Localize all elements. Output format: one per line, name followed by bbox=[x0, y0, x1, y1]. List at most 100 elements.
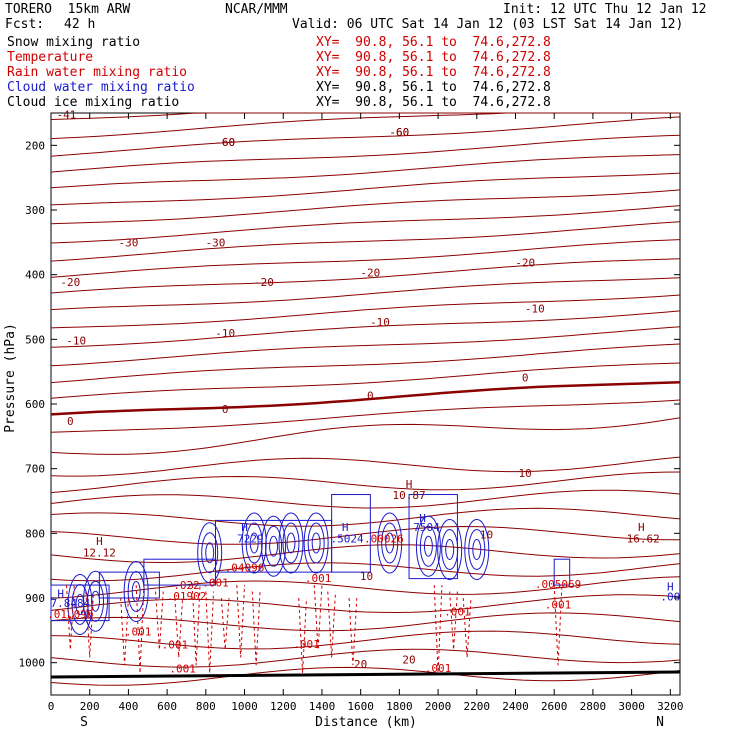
field-cloud-ice-xy: XY= 90.8, 56.1 to 74.6,272.8 bbox=[316, 95, 551, 110]
annotation-label: H bbox=[342, 521, 349, 534]
temperature-contours bbox=[50, 112, 681, 686]
isotherm-line bbox=[50, 154, 681, 189]
temperature-contour-label: 20 bbox=[402, 653, 415, 666]
isotherm-line bbox=[50, 239, 681, 278]
cloud-water-contour bbox=[245, 522, 263, 564]
cloud-water-contour bbox=[269, 535, 279, 557]
y-tick-label: 600 bbox=[25, 398, 45, 411]
x-tick-label: 200 bbox=[80, 700, 100, 713]
x-tick-label: 3200 bbox=[657, 700, 684, 713]
cloud-water-contour bbox=[205, 542, 215, 564]
rain-water-contour bbox=[220, 597, 230, 650]
cloud-water-contour bbox=[445, 539, 455, 560]
rain-water-contour bbox=[251, 591, 261, 666]
field-cloud-water-xy: XY= 90.8, 56.1 to 74.6,272.8 bbox=[316, 80, 551, 95]
left-endpoint-label: S bbox=[80, 715, 88, 730]
annotation-label: .001 bbox=[545, 598, 572, 611]
annotation-label: H bbox=[406, 478, 413, 491]
right-endpoint-label: N bbox=[656, 715, 664, 730]
annotation-label: 10.87 bbox=[392, 489, 425, 502]
rain-water-contour bbox=[120, 597, 129, 666]
annotation-label: H bbox=[57, 587, 64, 600]
annotation-label: .001 bbox=[125, 626, 152, 639]
x-tick-label: 400 bbox=[118, 700, 138, 713]
isotherm-line bbox=[50, 362, 681, 399]
isotherm-line bbox=[50, 489, 681, 509]
isotherm-line bbox=[50, 399, 681, 433]
temperature-contour-label: 10 bbox=[480, 529, 493, 542]
x-tick-label: 800 bbox=[196, 700, 216, 713]
isotherm-line bbox=[50, 221, 681, 262]
rain-water-contour bbox=[135, 585, 145, 674]
field-cloud-ice-name: Cloud ice mixing ratio bbox=[7, 95, 180, 110]
annotation-label: -60 bbox=[215, 136, 235, 149]
isotherm-line bbox=[50, 310, 681, 348]
field-snow-xy: XY= 90.8, 56.1 to 74.6,272.8 bbox=[316, 35, 551, 50]
cloud-water-contour bbox=[286, 532, 296, 554]
rain-water-contour bbox=[236, 585, 246, 658]
forecast-hour: 42 h bbox=[64, 17, 96, 32]
init-time: Init: 12 UTC Thu 12 Jan 12 bbox=[503, 2, 707, 17]
rain-water-contour bbox=[462, 597, 472, 658]
model-title: TORERO 15km ARW bbox=[5, 2, 131, 17]
x-tick-label: 3000 bbox=[618, 700, 645, 713]
cloud-water-contour bbox=[307, 522, 325, 564]
cloud-water-contour bbox=[468, 529, 486, 570]
x-axis-label: Distance (km) bbox=[315, 715, 417, 730]
annotation-label: H bbox=[638, 521, 645, 534]
isotherm-line bbox=[50, 112, 680, 140]
valid-time: Valid: 06 UTC Sat 14 Jan 12 (03 LST Sat … bbox=[292, 17, 684, 32]
cloud-water-contour bbox=[415, 515, 441, 577]
annotation-label: .001 bbox=[444, 606, 471, 619]
cloud-water-cell bbox=[408, 494, 458, 580]
temperature-contour-label: -20 bbox=[360, 267, 380, 280]
isotherm-line bbox=[50, 134, 681, 173]
isotherm-line bbox=[50, 648, 681, 668]
isotherm-line bbox=[50, 666, 681, 686]
x-tick-label: 0 bbox=[48, 700, 55, 713]
terrain-surface bbox=[50, 670, 681, 679]
temperature-contour-label: -60 bbox=[215, 136, 235, 149]
temperature-contour-label: -20 bbox=[60, 276, 80, 289]
annotation-label: .001 bbox=[425, 662, 452, 675]
temperature-contour-label: -60 bbox=[389, 126, 409, 139]
annotation-label: .01902 bbox=[167, 590, 207, 603]
cloud-water-contour bbox=[419, 525, 437, 567]
cloud-water-contour bbox=[127, 571, 145, 613]
isotherm-line bbox=[50, 258, 681, 294]
center-title: NCAR/MMM bbox=[225, 2, 288, 17]
annotation-label: -60 bbox=[389, 126, 409, 139]
temperature-contour-label: -10 bbox=[525, 302, 545, 315]
x-tick-label: 1200 bbox=[270, 700, 297, 713]
isotherm-line bbox=[50, 417, 681, 455]
y-tick-label: 700 bbox=[25, 463, 45, 476]
rain-water-contour bbox=[205, 591, 215, 674]
rain-water-contours bbox=[65, 585, 563, 674]
annotation-label: .001 bbox=[162, 639, 189, 652]
isotherm-line bbox=[50, 612, 681, 632]
y-tick-label: 300 bbox=[25, 204, 45, 217]
field-temperature-xy: XY= 90.8, 56.1 to 74.6,272.8 bbox=[316, 50, 551, 65]
isotherm-line bbox=[50, 576, 681, 599]
x-tick-label: 600 bbox=[157, 700, 177, 713]
cloud-water-contour bbox=[278, 512, 304, 574]
temperature-contour-label: 0 bbox=[67, 415, 74, 428]
cloud-water-contour bbox=[91, 590, 101, 612]
rain-water-contour bbox=[449, 591, 458, 650]
isotherm-line bbox=[50, 172, 681, 206]
temperature-contour-label: 10 bbox=[519, 467, 532, 480]
isotherm-line bbox=[50, 189, 681, 225]
rain-water-contour bbox=[348, 597, 358, 666]
x-tick-label: 2800 bbox=[580, 700, 607, 713]
cloud-water-contour bbox=[249, 532, 259, 554]
temperature-contour-label: 20 bbox=[354, 658, 367, 671]
y-tick-label: 800 bbox=[25, 527, 45, 540]
cloud-water-contour bbox=[87, 580, 105, 622]
field-temperature-name: Temperature bbox=[7, 50, 94, 65]
chart-annotations: H12.12H10.87H16.62H.00H7.8484.01.096.022… bbox=[47, 126, 680, 676]
annotation-label: H bbox=[419, 512, 426, 525]
cloud-water-cell bbox=[553, 558, 571, 586]
isotherm-line bbox=[50, 471, 681, 494]
